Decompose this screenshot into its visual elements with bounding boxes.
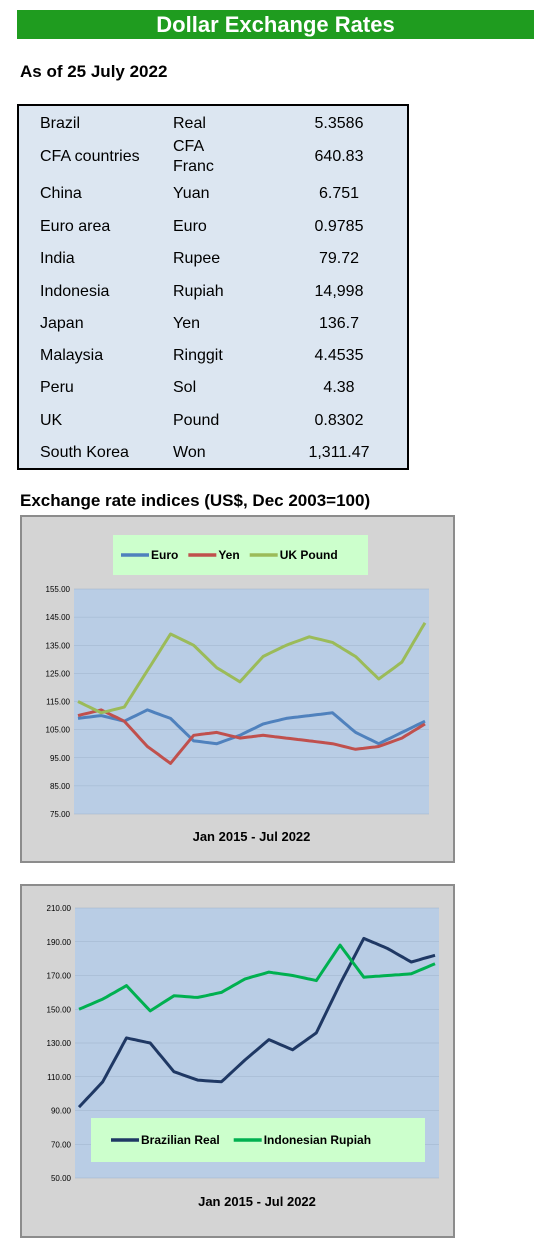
rate-currency: Real [173, 115, 206, 132]
rate-row: Japan Yen 136.7 [19, 308, 407, 340]
y-tick-label: 70.00 [51, 1140, 72, 1149]
rate-row: Euro area Euro 0.9785 [19, 211, 407, 243]
rate-country: Japan [40, 315, 84, 332]
y-tick-label: 135.00 [46, 641, 71, 650]
rate-country: Brazil [40, 115, 81, 132]
rate-row: South Korea Won 1,311.47 [19, 437, 407, 469]
rate-value: 79.72 [318, 250, 360, 267]
series-line-euro [77, 708, 426, 746]
rate-value: 136.7 [318, 315, 360, 332]
rate-row: Indonesia Rupiah 14,998 [19, 276, 407, 308]
chart-frame-euro-yen-pound: 75.00 85.00 95.00 105.00 115.00 125.00 135.00 1… [20, 515, 455, 863]
rate-value: 640.83 [314, 148, 364, 165]
rate-row: Brazil Real 5.3586 [19, 108, 407, 140]
y-tick-label: 115.00 [46, 698, 70, 707]
rate-value: 4.4535 [314, 347, 364, 364]
legend-entry: Yen [218, 548, 239, 562]
as-of-date: As of 25 July 2022 [20, 62, 168, 81]
legend-entry: Euro [151, 548, 178, 562]
rate-value: 4.38 [323, 379, 355, 396]
chart-euro-yen-pound: 75.00 85.00 95.00 105.00 115.00 125.00 135.00 1… [46, 535, 429, 844]
rate-country: UK [40, 412, 63, 429]
rate-value: 0.8302 [314, 412, 364, 429]
y-tick-label: 190.00 [47, 938, 72, 947]
rate-currency: Sol [173, 379, 197, 396]
exchange-rate-table: Brazil Real 5.3586 CFA countries CFA Franc 64… [17, 104, 409, 470]
rate-currency: Won [173, 444, 206, 461]
rate-row: Peru Sol 4.38 [19, 372, 407, 404]
rate-value: 14,998 [314, 283, 364, 300]
x-axis-label: Jan 2015 - Jul 2022 [198, 1194, 316, 1209]
x-axis-label: Jan 2015 - Jul 2022 [193, 829, 311, 844]
legend-entry: Brazilian Real [141, 1133, 220, 1147]
indices-heading: Exchange rate indices (US$, Dec 2003=100… [20, 491, 371, 510]
rate-country: Euro area [40, 218, 111, 235]
series-line-indonesian-rupiah [78, 943, 436, 1013]
y-tick-label: 145.00 [46, 613, 71, 622]
rate-row: China Yuan 6.751 [19, 178, 407, 210]
rate-country: CFA countries [40, 148, 140, 165]
rate-country: South Korea [40, 444, 129, 461]
rate-country: China [40, 185, 82, 202]
y-tick-label: 125.00 [46, 669, 71, 678]
legend [113, 535, 368, 575]
series-line-yen [77, 708, 426, 765]
legend-entry: Indonesian Rupiah [264, 1133, 371, 1147]
rate-row: India Rupee 79.72 [19, 243, 407, 275]
rate-currency: Euro [173, 218, 207, 235]
y-tick-label: 155.00 [46, 585, 71, 594]
rate-country: India [40, 250, 75, 267]
rate-currency: Rupee [173, 250, 221, 267]
rate-value: 0.9785 [314, 218, 364, 235]
y-tick-label: 210.00 [47, 904, 72, 913]
y-tick-label: 110.00 [47, 1073, 71, 1082]
y-tick-label: 85.00 [50, 782, 71, 791]
rate-currency: CFA Franc [173, 138, 214, 175]
page-title: Dollar Exchange Rates [17, 10, 534, 39]
rate-row: Malaysia Ringgit 4.4535 [19, 340, 407, 372]
y-tick-label: 50.00 [51, 1174, 72, 1183]
y-tick-label: 150.00 [47, 1005, 72, 1014]
rate-value: 5.3586 [314, 115, 364, 132]
y-tick-label: 75.00 [50, 810, 71, 819]
series-line-brazilian-real [77, 936, 436, 1109]
rate-country: Malaysia [40, 347, 104, 364]
y-tick-label: 170.00 [47, 972, 72, 981]
series-line-uk-pound [77, 622, 427, 715]
y-tick-label: 105.00 [46, 726, 71, 735]
rate-currency: Pound [173, 412, 220, 429]
rate-row: CFA countries CFA Franc 640.83 [19, 138, 407, 175]
rate-country: Indonesia [40, 283, 110, 300]
y-tick-label: 130.00 [47, 1039, 72, 1048]
rate-currency: Yen [173, 315, 200, 332]
chart-real-rupiah: 50.00 70.00 90.00 110.00 130.00 150.00 170.00 1… [47, 904, 439, 1209]
rate-value: 6.751 [318, 185, 360, 202]
y-tick-label: 95.00 [50, 754, 71, 763]
legend-entry: UK Pound [280, 548, 338, 562]
rate-country: Peru [40, 379, 74, 396]
y-tick-label: 90.00 [51, 1107, 72, 1116]
chart-frame-real-rupiah: 50.00 70.00 90.00 110.00 130.00 150.00 170.00 1… [20, 884, 455, 1238]
rate-currency: Ringgit [173, 347, 223, 364]
rate-currency: Yuan [173, 185, 210, 202]
rate-row: UK Pound 0.8302 [19, 405, 407, 437]
rate-value: 1,311.47 [308, 444, 370, 461]
rate-currency: Rupiah [173, 283, 224, 300]
